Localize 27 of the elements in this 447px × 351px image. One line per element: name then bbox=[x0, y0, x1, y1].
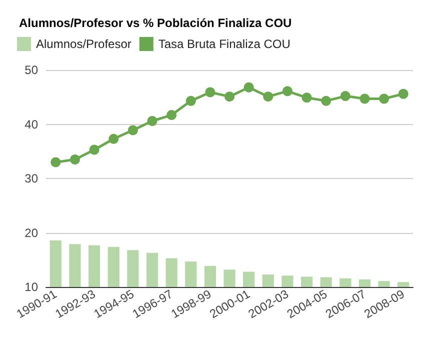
point bbox=[166, 110, 177, 120]
point bbox=[282, 86, 292, 96]
y-tick-label: 50 bbox=[24, 63, 38, 77]
point bbox=[340, 91, 350, 102]
point bbox=[302, 92, 312, 103]
point bbox=[108, 134, 119, 144]
point bbox=[205, 87, 216, 98]
point bbox=[398, 88, 408, 99]
point bbox=[321, 96, 332, 106]
legend-label: Alumnos/Profesor bbox=[36, 37, 132, 51]
y-tick-label: 40 bbox=[24, 117, 38, 132]
point bbox=[89, 144, 100, 155]
point bbox=[147, 116, 158, 126]
legend-label: Tasa Bruta Finaliza COU bbox=[158, 37, 290, 51]
y-tick-label: 20 bbox=[24, 226, 38, 240]
point bbox=[50, 157, 61, 168]
point bbox=[224, 92, 234, 102]
y-tick-label: 10 bbox=[24, 280, 38, 294]
chart-title: Alumnos/Profesor vs % Población Finaliza COU bbox=[19, 16, 292, 30]
point bbox=[379, 94, 390, 104]
point bbox=[263, 92, 274, 102]
point bbox=[128, 125, 138, 136]
point bbox=[70, 154, 80, 165]
point bbox=[186, 96, 196, 106]
point bbox=[244, 82, 254, 92]
y-tick-label: 30 bbox=[24, 172, 38, 186]
point bbox=[360, 94, 370, 104]
